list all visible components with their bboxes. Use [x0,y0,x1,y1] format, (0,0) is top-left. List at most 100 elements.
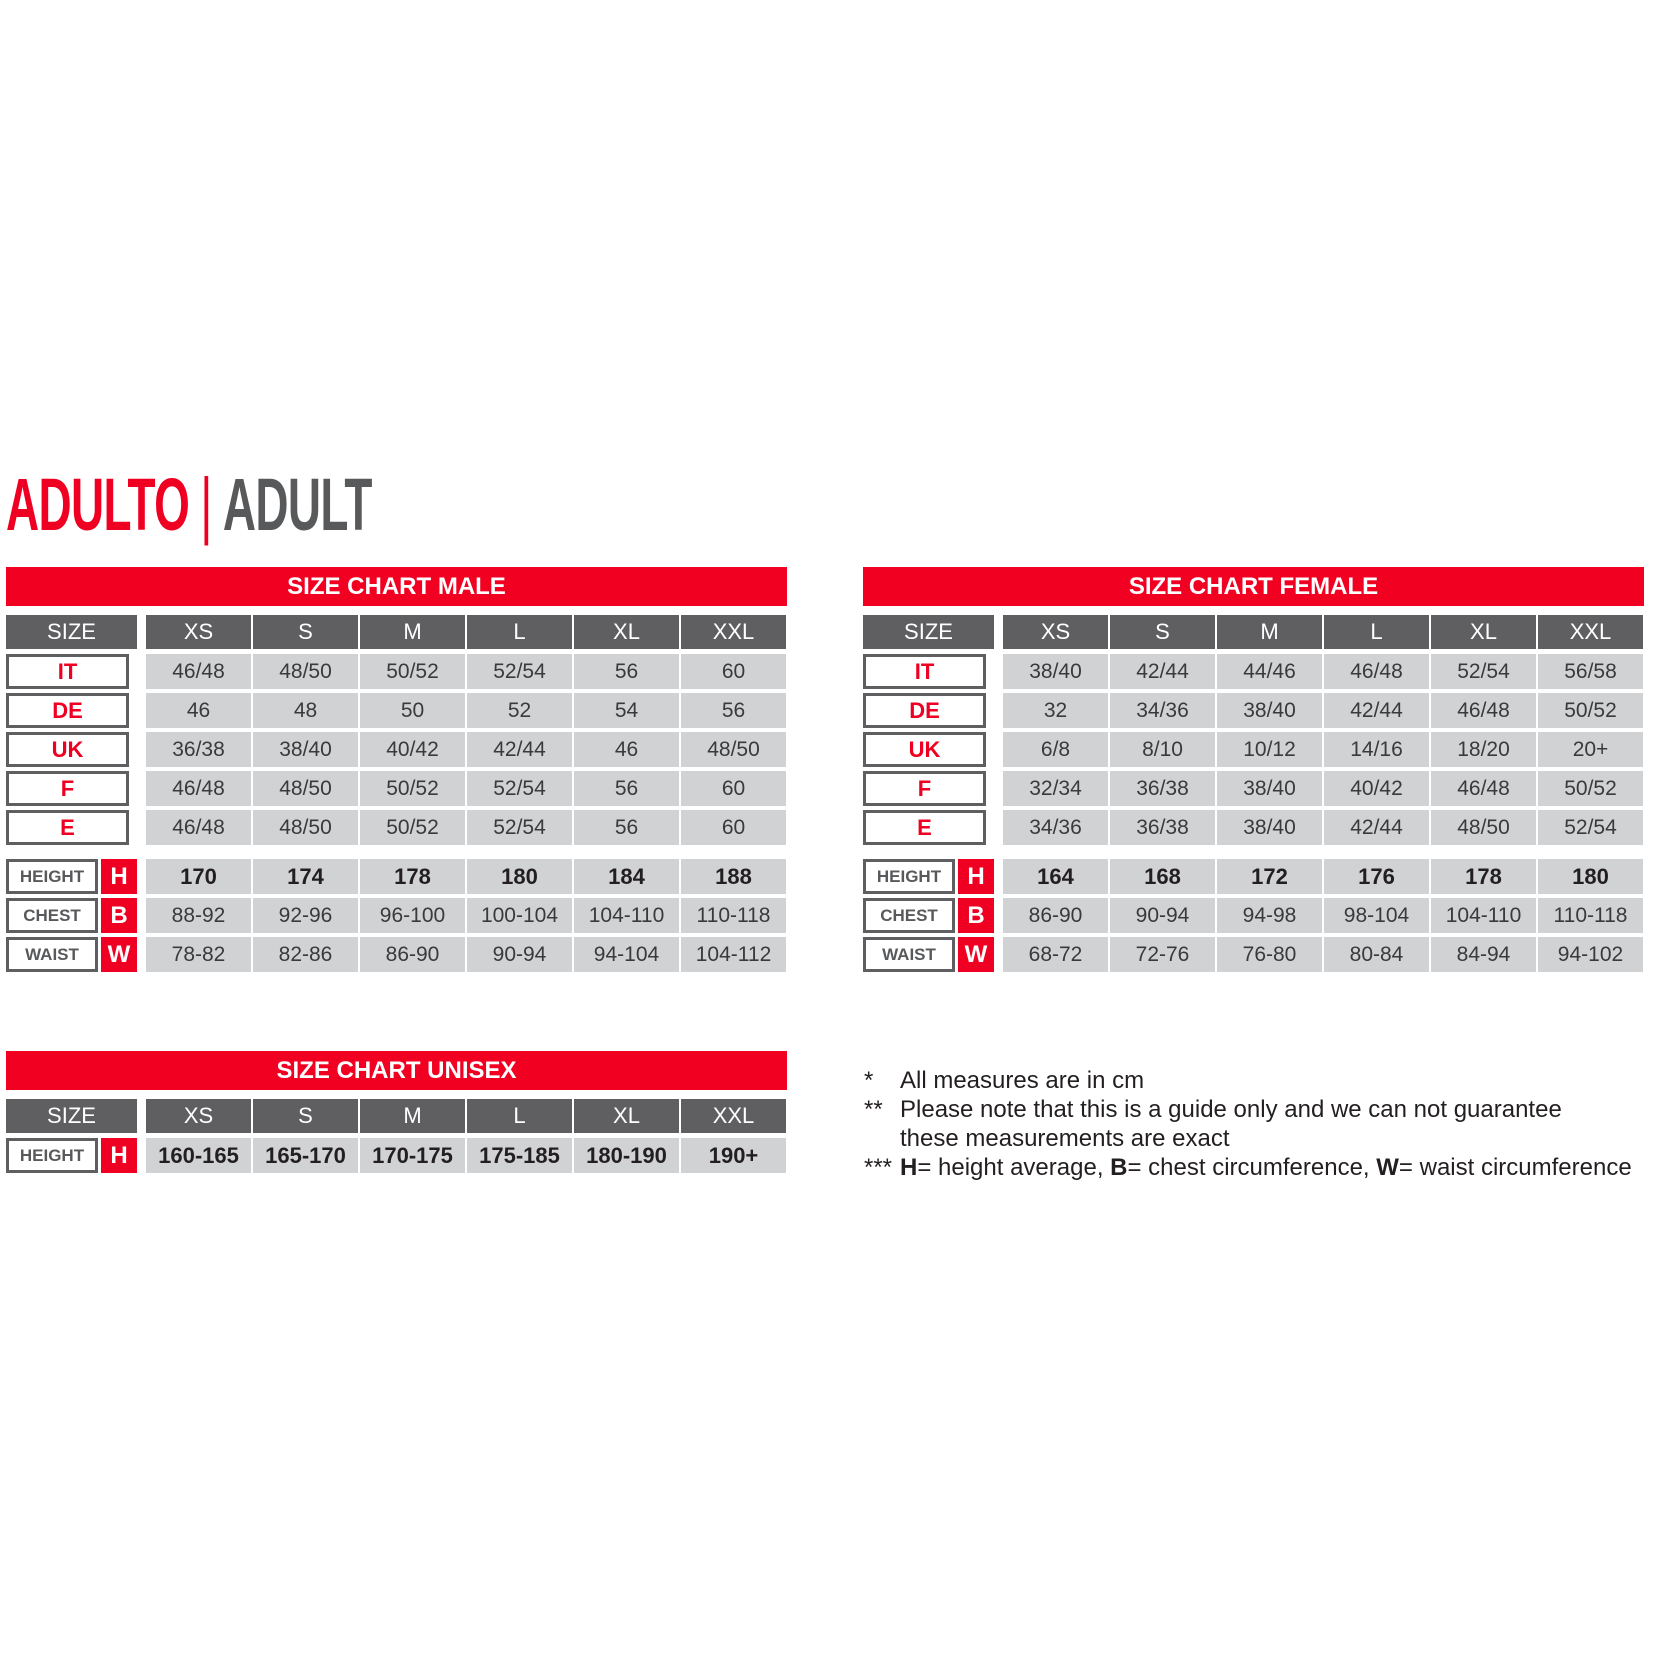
size-header: XXL [681,1099,786,1133]
table-cell: 72-76 [1110,937,1215,972]
table-cell: 52/54 [467,810,572,845]
table-cell: 46/48 [146,771,251,806]
footnote: * All measures are in cm [864,1066,1632,1095]
table-cell: 42/44 [467,732,572,767]
table-cell: 38/40 [1217,810,1322,845]
table-cell: 38/40 [1003,654,1108,689]
footnote-marker: ** [864,1096,883,1123]
table-cell: 8/10 [1110,732,1215,767]
size-header: XS [146,615,251,649]
table-cell: 38/40 [253,732,358,767]
title-english: ADULT [222,463,373,546]
measure-label-chest: CHEST [863,898,955,933]
measure-label-chest: CHEST [6,898,98,933]
size-header: XL [574,1099,679,1133]
chart-caption: SIZE CHART MALE [6,567,787,606]
size-header: XL [1431,615,1536,649]
table-cell: 36/38 [1110,810,1215,845]
table-cell: 90-94 [1110,898,1215,933]
conversion-label-uk: UK [863,732,986,767]
table-cell: 98-104 [1324,898,1429,933]
footnote-text: H= height average, B= chest circumferenc… [900,1153,1632,1182]
title-separator: | [200,463,212,546]
size-header: S [1110,615,1215,649]
conversion-label-e: E [6,810,129,845]
table-cell: 180 [467,859,572,894]
footnote-marker: *** [864,1154,893,1181]
size-header: S [253,1099,358,1133]
measure-label-height: HEIGHT [6,1138,98,1173]
table-cell: 46/48 [146,654,251,689]
table-cell: 50/52 [1538,771,1643,806]
chart-caption: SIZE CHART FEMALE [863,567,1644,606]
table-cell: 104-110 [574,898,679,933]
table-cell: 42/44 [1110,654,1215,689]
table-cell: 80-84 [1324,937,1429,972]
table-cell: 10/12 [1217,732,1322,767]
measure-letter: H [958,859,994,894]
table-cell: 172 [1217,859,1322,894]
table-cell: 50/52 [360,771,465,806]
table-cell: 46/48 [1324,654,1429,689]
table-cell: 18/20 [1431,732,1536,767]
table-cell: 38/40 [1217,693,1322,728]
table-cell: 178 [360,859,465,894]
table-cell: 36/38 [146,732,251,767]
footnote: *** H= height average, B= chest circumfer… [864,1153,1632,1182]
table-cell: 50/52 [360,654,465,689]
measure-letter: B [958,898,994,933]
table-cell: 52 [467,693,572,728]
table-cell: 56 [574,654,679,689]
table-cell: 14/16 [1324,732,1429,767]
table-cell: 184 [574,859,679,894]
size-chart-male: SIZE CHART MALE SIZE XS S M L XL XXL IT 46/48 48/5… [6,567,787,972]
footnotes: * All measures are in cm ** Please note tha… [864,1066,1632,1182]
title-italian: ADULTO [6,463,190,546]
table-cell: 175-185 [467,1138,572,1173]
legend-text: = chest circumference, [1127,1154,1377,1181]
table-cell: 20+ [1538,732,1643,767]
measure-letter: W [101,937,137,972]
table-cell: 170 [146,859,251,894]
size-header: XS [146,1099,251,1133]
table-cell: 60 [681,810,786,845]
table-cell: 50/52 [360,810,465,845]
legend-letter: H [900,1154,918,1181]
table-cell: 100-104 [467,898,572,933]
size-header-label: SIZE [6,1099,137,1133]
table-cell: 88-92 [146,898,251,933]
table-cell: 170-175 [360,1138,465,1173]
table-cell: 46/48 [1431,771,1536,806]
size-header: XL [574,615,679,649]
size-header: M [360,1099,465,1133]
table-cell: 56/58 [1538,654,1643,689]
table-cell: 42/44 [1324,693,1429,728]
conversion-label-f: F [863,771,986,806]
table-cell: 78-82 [146,937,251,972]
table-cell: 160-165 [146,1138,251,1173]
footnote-line: Please note that this is a guide only an… [900,1096,1562,1123]
table-cell: 188 [681,859,786,894]
size-header: L [1324,615,1429,649]
conversion-label-f: F [6,771,129,806]
table-cell: 56 [574,771,679,806]
table-cell: 165-170 [253,1138,358,1173]
table-cell: 48/50 [1431,810,1536,845]
table-cell: 96-100 [360,898,465,933]
chart-caption: SIZE CHART UNISEX [6,1051,787,1090]
table-cell: 164 [1003,859,1108,894]
table-cell: 36/38 [1110,771,1215,806]
table-cell: 50/52 [1538,693,1643,728]
measure-letter: H [101,859,137,894]
measure-letter: B [101,898,137,933]
size-header: L [467,1099,572,1133]
table-cell: 90-94 [467,937,572,972]
table-cell: 174 [253,859,358,894]
table-cell: 46 [146,693,251,728]
table-cell: 92-96 [253,898,358,933]
table-cell: 180 [1538,859,1643,894]
measure-label-height: HEIGHT [6,859,98,894]
conversion-label-e: E [863,810,986,845]
table-cell: 94-98 [1217,898,1322,933]
footnote-line: these measurements are exact [900,1125,1230,1152]
